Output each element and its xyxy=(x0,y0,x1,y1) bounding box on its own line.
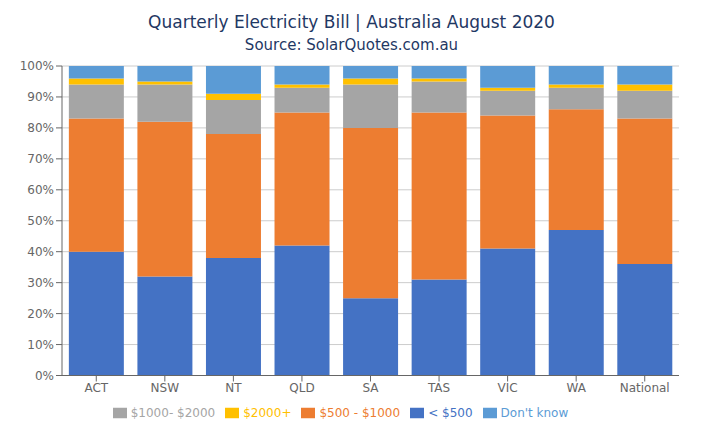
svg-text:0%: 0% xyxy=(35,369,54,383)
svg-text:70%: 70% xyxy=(27,152,54,166)
svg-text:10%: 10% xyxy=(27,338,54,352)
svg-text:20%: 20% xyxy=(27,307,54,321)
svg-text:NT: NT xyxy=(225,381,242,395)
svg-text:30%: 30% xyxy=(27,276,54,290)
svg-text:WA: WA xyxy=(566,381,586,395)
svg-text:NSW: NSW xyxy=(151,381,180,395)
svg-text:90%: 90% xyxy=(27,90,54,104)
svg-text:QLD: QLD xyxy=(289,381,314,395)
html-text:$500 - $1000: $500 - $1000 xyxy=(319,405,401,420)
svg-text:60%: 60% xyxy=(27,183,54,197)
svg-text:VIC: VIC xyxy=(498,381,518,395)
svg-text:SA: SA xyxy=(362,381,379,395)
html-text:Source: SolarQuotes.com.au: Source: SolarQuotes.com.au xyxy=(244,36,459,54)
svg-text:TAS: TAS xyxy=(427,381,450,395)
html-text:Quarterly Electricity Bill | A: Quarterly Electricity Bill | Australia A… xyxy=(148,12,555,32)
html-text:Don't know: Don't know xyxy=(500,405,569,420)
svg-text:50%: 50% xyxy=(27,214,54,228)
html-text:$2000+: $2000+ xyxy=(243,405,292,420)
svg-text:ACT: ACT xyxy=(84,381,108,395)
svg-text:100%: 100% xyxy=(20,59,54,73)
html-text:$1000- $2000: $1000- $2000 xyxy=(130,405,216,420)
html-text:< $500: < $500 xyxy=(428,405,473,420)
svg-text:80%: 80% xyxy=(27,121,54,135)
svg-text:40%: 40% xyxy=(27,245,54,259)
svg-text:National: National xyxy=(620,381,670,395)
